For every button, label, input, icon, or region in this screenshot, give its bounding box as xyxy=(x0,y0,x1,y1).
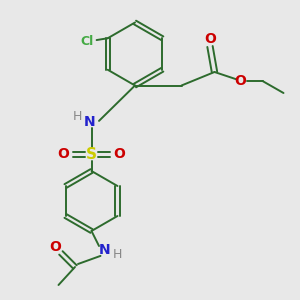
Text: O: O xyxy=(204,32,216,46)
Text: O: O xyxy=(234,74,246,88)
Text: H: H xyxy=(112,248,122,262)
Text: H: H xyxy=(72,110,82,123)
Text: O: O xyxy=(49,240,61,254)
Text: N: N xyxy=(83,115,95,129)
Text: Cl: Cl xyxy=(80,35,93,48)
Text: S: S xyxy=(86,147,97,162)
Text: O: O xyxy=(113,148,125,161)
Text: O: O xyxy=(58,148,70,161)
Text: N: N xyxy=(98,244,110,257)
